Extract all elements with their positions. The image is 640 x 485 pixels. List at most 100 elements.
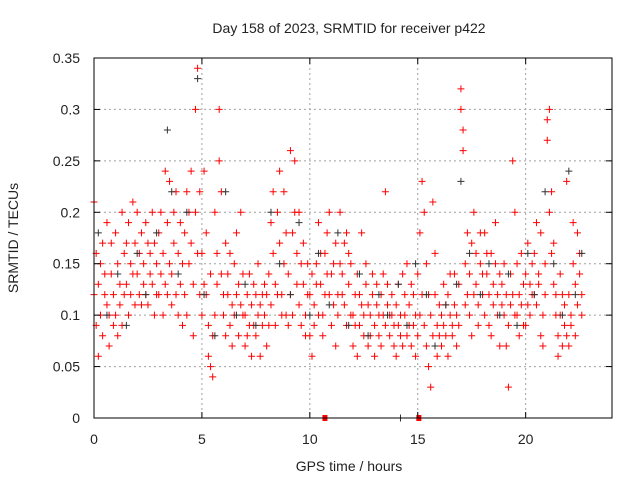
data-point-red: [453, 342, 461, 350]
data-point-red: [412, 352, 420, 360]
data-point-red: [137, 229, 145, 237]
data-point-red: [125, 311, 133, 319]
data-point-red: [120, 291, 128, 299]
data-point-red: [319, 332, 327, 340]
data-point-red: [161, 280, 169, 288]
data-point-red: [420, 208, 428, 216]
data-point-red: [565, 342, 573, 350]
data-point-red: [470, 291, 478, 299]
data-point-red: [140, 280, 148, 288]
data-point-black: [403, 321, 411, 329]
data-point-red: [461, 301, 469, 309]
data-point-red: [567, 311, 575, 319]
data-point-red: [172, 291, 180, 299]
data-point-red: [289, 311, 297, 319]
data-point-red: [144, 239, 152, 247]
data-point-black: [142, 291, 150, 299]
data-point-red: [271, 280, 279, 288]
data-point-red: [578, 311, 586, 319]
data-point-red: [418, 177, 426, 185]
data-point-red: [545, 208, 553, 216]
data-point-red: [468, 332, 476, 340]
data-point-red: [174, 311, 182, 319]
data-point-red: [485, 321, 493, 329]
data-point-red: [522, 321, 530, 329]
x-tick-label: 15: [410, 431, 426, 447]
data-point-red: [474, 321, 482, 329]
data-point-red: [504, 383, 512, 391]
data-point-red: [248, 301, 256, 309]
data-point-red: [371, 352, 379, 360]
data-point-red: [481, 311, 489, 319]
data-point-red: [237, 301, 245, 309]
data-point-red: [297, 260, 305, 268]
data-point-red: [375, 332, 383, 340]
data-point-red: [558, 342, 566, 350]
data-point-black: [295, 219, 303, 227]
data-point-red: [252, 332, 260, 340]
data-point-red: [437, 342, 445, 350]
data-point-red: [528, 260, 536, 268]
data-point-red: [198, 249, 206, 257]
data-point-black: [222, 188, 230, 196]
data-point-red: [491, 219, 499, 227]
data-point-red: [310, 321, 318, 329]
data-point-red: [569, 219, 577, 227]
data-point-red: [543, 116, 551, 124]
data-point-red: [509, 291, 517, 299]
data-point-red: [183, 188, 191, 196]
data-point-red: [166, 177, 174, 185]
data-point-red: [343, 229, 351, 237]
data-point-red: [243, 332, 251, 340]
data-point-red: [109, 321, 117, 329]
data-point-red: [116, 280, 124, 288]
data-point-red: [537, 229, 545, 237]
data-point-red: [161, 167, 169, 175]
data-point-red: [235, 280, 243, 288]
data-point-red: [548, 188, 556, 196]
data-point-black: [558, 311, 566, 319]
data-point-red: [414, 332, 422, 340]
data-point-red: [379, 270, 387, 278]
data-point-red: [146, 249, 154, 257]
data-point-red: [144, 301, 152, 309]
data-point-red: [176, 219, 184, 227]
data-point-red: [384, 280, 392, 288]
data-point-black: [163, 126, 171, 134]
data-point-black: [524, 249, 532, 257]
data-point-red: [539, 311, 547, 319]
data-point-red: [103, 219, 111, 227]
data-point-red: [578, 291, 586, 299]
data-point-red: [150, 311, 158, 319]
data-point-red: [481, 229, 489, 237]
data-point-red: [254, 260, 262, 268]
data-point-red: [314, 219, 322, 227]
data-point-red: [168, 301, 176, 309]
data-point-red: [468, 239, 476, 247]
data-point-red: [349, 342, 357, 350]
data-point-red: [399, 342, 407, 350]
data-point-red: [273, 208, 281, 216]
data-point-red: [157, 208, 165, 216]
data-point-red: [103, 301, 111, 309]
data-point-red: [222, 239, 230, 247]
data-point-red: [392, 352, 400, 360]
data-point-red: [461, 260, 469, 268]
data-point-red: [282, 311, 290, 319]
data-point-red: [513, 260, 521, 268]
y-tick-label: 0.3: [61, 101, 81, 117]
x-tick-label: 10: [302, 431, 318, 447]
data-point-red: [520, 280, 528, 288]
data-point-red: [327, 321, 335, 329]
data-point-red: [388, 291, 396, 299]
data-point-red: [261, 280, 269, 288]
data-point-red: [535, 280, 543, 288]
data-point-red: [198, 311, 206, 319]
data-point-red: [498, 301, 506, 309]
data-point-red: [358, 301, 366, 309]
data-point-red: [362, 280, 370, 288]
data-point-black: [267, 208, 275, 216]
data-point-red: [407, 280, 415, 288]
data-point-red: [293, 249, 301, 257]
